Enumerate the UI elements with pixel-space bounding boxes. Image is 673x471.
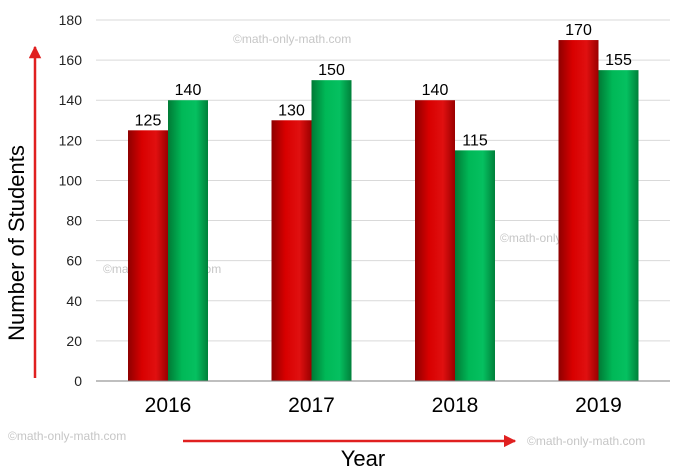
y-tick-label: 140 (59, 92, 83, 108)
y-axis-title: Number of Students (4, 145, 29, 341)
bar (128, 130, 168, 381)
x-tick-label: 2017 (288, 394, 335, 417)
y-tick-label: 160 (59, 52, 83, 68)
bar (415, 100, 455, 381)
x-tick-label: 2018 (432, 394, 479, 417)
y-tick-label: 20 (66, 333, 82, 349)
data-labels: 125 140 130 150 140 115 170 155 (135, 22, 632, 149)
data-label: 150 (318, 62, 345, 79)
data-label: 155 (605, 52, 632, 69)
x-tick-label: 2019 (575, 394, 622, 417)
x-tick-label: 2016 (145, 394, 192, 417)
bar (311, 80, 352, 382)
bar (558, 40, 599, 382)
watermark: ©math-only-math.com (527, 434, 645, 448)
x-axis-title: Year (341, 446, 385, 471)
watermark: ©math-only-math.com (233, 32, 351, 46)
y-tick-label: 80 (66, 213, 82, 229)
y-tick-label: 60 (66, 253, 82, 269)
bar (455, 150, 495, 381)
bar (598, 70, 639, 381)
data-label: 140 (422, 82, 449, 99)
y-tick-label: 180 (59, 12, 83, 28)
y-tick-label: 100 (59, 172, 83, 188)
watermark: ©math-only-math.com (8, 429, 126, 443)
data-label: 140 (175, 82, 202, 99)
x-axis-categories: 2016 2017 2018 2019 (145, 394, 622, 417)
y-axis-ticks: 0 20 40 60 80 100 120 140 160 180 (59, 12, 83, 389)
data-label: 170 (565, 22, 592, 39)
bar (271, 120, 312, 382)
bar (168, 100, 208, 381)
data-label: 115 (462, 132, 488, 149)
y-tick-label: 120 (59, 132, 83, 148)
y-tick-label: 40 (66, 293, 82, 309)
y-tick-label: 0 (74, 373, 82, 389)
bars (128, 40, 639, 382)
data-label: 125 (135, 112, 162, 129)
data-label: 130 (278, 102, 305, 119)
